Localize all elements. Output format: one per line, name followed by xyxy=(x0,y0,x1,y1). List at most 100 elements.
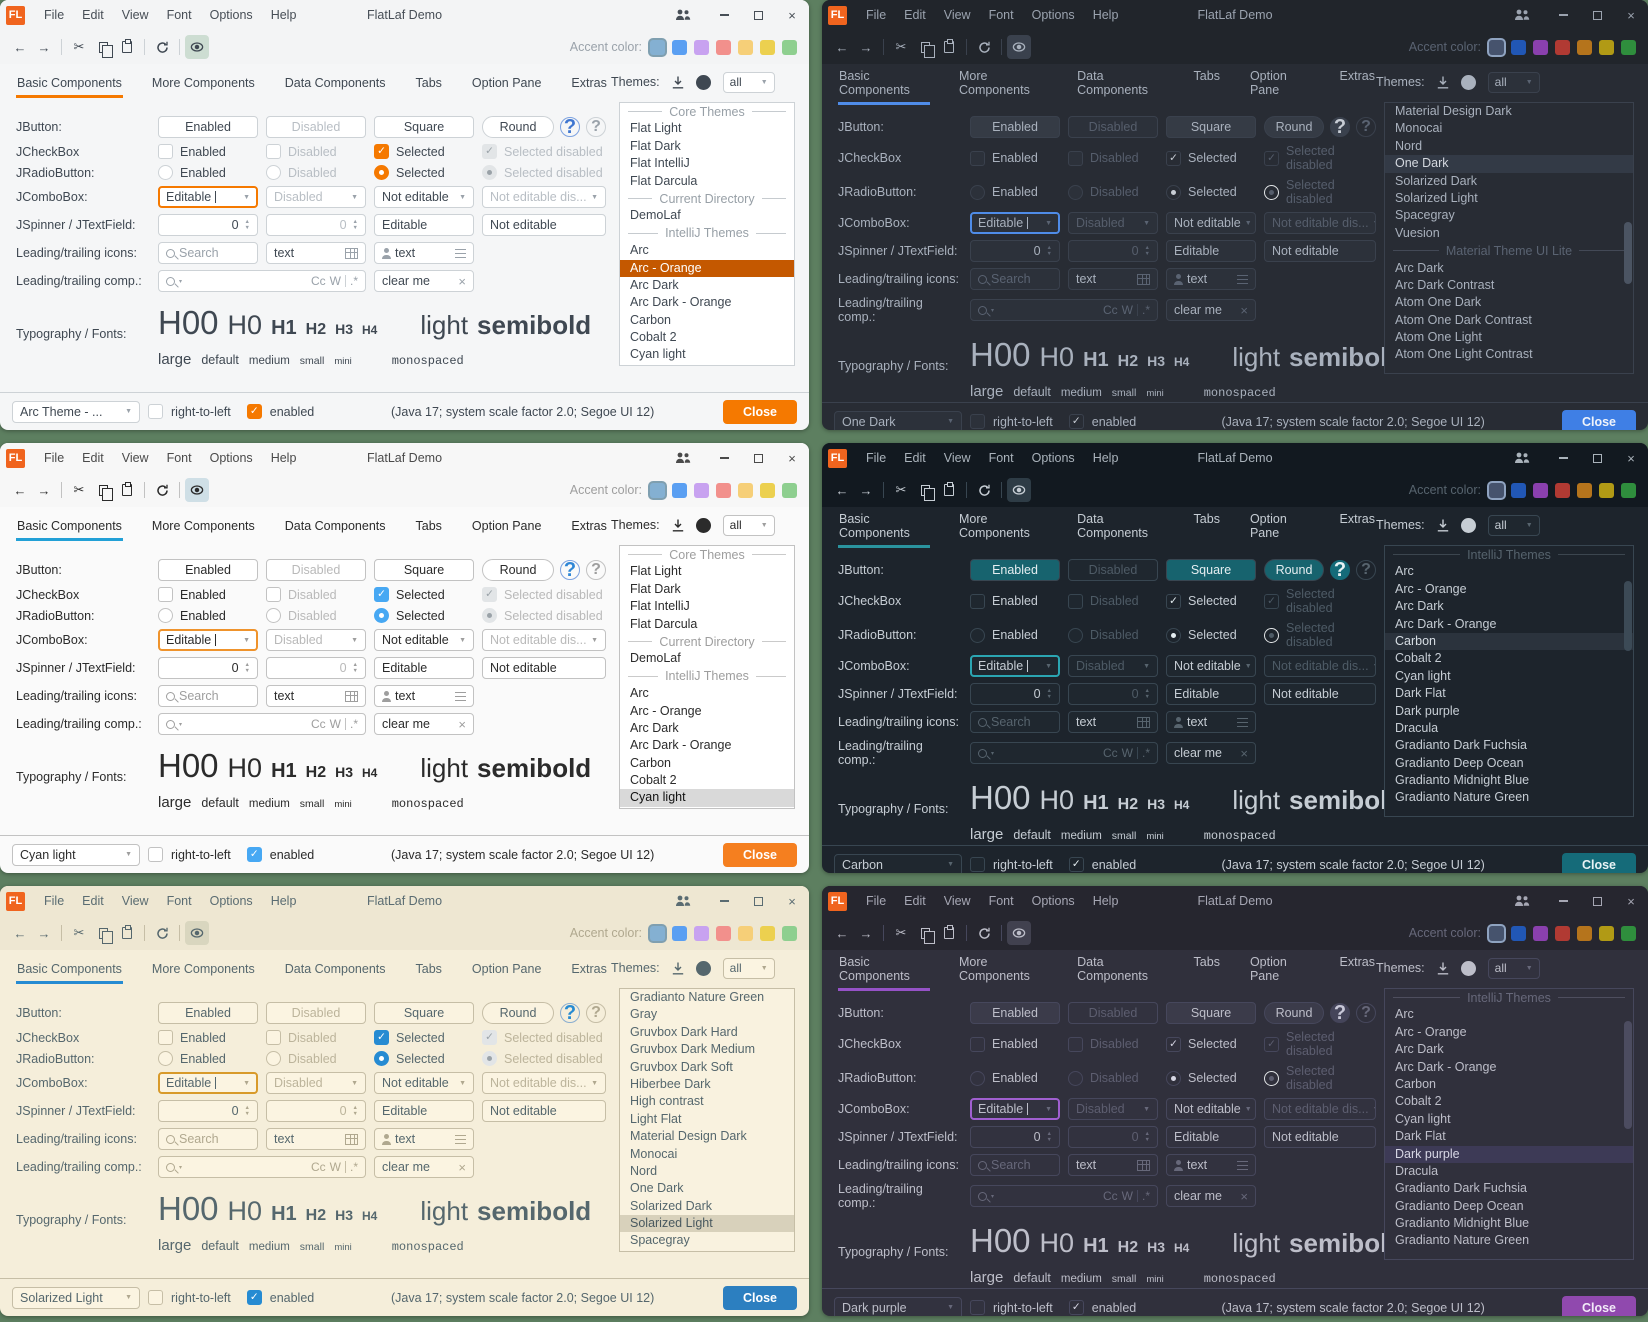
menu-options[interactable]: Options xyxy=(209,451,253,465)
theme-list-item[interactable]: Arc xyxy=(1395,564,1414,579)
theme-list-item[interactable]: Cyan light xyxy=(620,789,794,807)
list-icon[interactable] xyxy=(455,248,466,258)
copy-icon[interactable] xyxy=(91,478,115,502)
accent-swatch[interactable] xyxy=(1489,39,1504,55)
tab-more-components[interactable]: More Components xyxy=(958,955,1030,983)
theme-list-item[interactable]: One Dark xyxy=(1385,155,1633,173)
tab-basic-components[interactable]: Basic Components xyxy=(16,952,123,984)
cut-icon[interactable]: ✂ xyxy=(895,482,907,497)
radio-selected[interactable]: Selected xyxy=(374,608,474,623)
checkbox-selected[interactable]: ✓ Selected xyxy=(1166,1036,1256,1052)
round-button[interactable]: Round xyxy=(1264,1002,1324,1024)
accent-swatch[interactable] xyxy=(760,925,775,941)
menu-edit[interactable]: Edit xyxy=(904,894,926,908)
search-options-input[interactable]: ▾ Cc W .* xyxy=(158,713,366,735)
themes-filter-dropdown[interactable]: all ▼ xyxy=(722,514,775,536)
show-hidden-toggle-icon[interactable] xyxy=(1007,478,1031,502)
match-case-option[interactable]: Cc xyxy=(310,1160,326,1174)
paste-icon[interactable] xyxy=(937,478,961,502)
accent-swatch[interactable] xyxy=(694,482,709,498)
spinner-arrows-icon[interactable]: ▲ ▼ xyxy=(244,1104,250,1117)
checkbox-checked-icon[interactable]: ✓ xyxy=(1166,593,1181,609)
match-case-option[interactable]: Cc xyxy=(310,274,326,288)
clear-me-input[interactable]: clear me × xyxy=(374,1156,474,1178)
help-button[interactable]: ? xyxy=(1330,559,1350,581)
calendar-grid-icon[interactable] xyxy=(1137,1159,1150,1171)
tab-option-pane[interactable]: Option Pane xyxy=(471,76,542,90)
cut-icon[interactable]: ✂ xyxy=(73,482,85,497)
radio-enabled[interactable]: Enabled xyxy=(158,608,258,623)
match-case-option[interactable]: Cc xyxy=(310,717,326,731)
minimize-button[interactable] xyxy=(1546,443,1580,473)
menu-options[interactable]: Options xyxy=(209,894,253,908)
search-options-input[interactable]: ▾ Cc W .* xyxy=(970,299,1158,321)
theme-list-item[interactable]: Arc xyxy=(630,243,649,258)
theme-list-item[interactable]: Flat Light xyxy=(630,121,682,136)
forward-button[interactable]: → xyxy=(37,925,51,941)
checkbox-icon[interactable] xyxy=(970,150,985,166)
menu-edit[interactable]: Edit xyxy=(82,894,104,908)
tab-basic-components[interactable]: Basic Components xyxy=(838,59,930,105)
radio-selected[interactable]: Selected xyxy=(374,165,474,180)
checkbox-icon[interactable] xyxy=(158,144,173,159)
text-field-calendar[interactable]: text xyxy=(1068,268,1158,290)
square-button[interactable]: Square xyxy=(1166,559,1256,581)
theme-list-item[interactable]: Arc Dark - Orange xyxy=(630,295,732,310)
accent-swatch[interactable] xyxy=(1511,482,1526,498)
calendar-grid-icon[interactable] xyxy=(345,247,358,259)
close-window-button[interactable]: × xyxy=(1627,7,1635,23)
accent-swatch[interactable] xyxy=(1577,482,1592,498)
refresh-icon[interactable] xyxy=(972,35,996,59)
accent-swatch[interactable] xyxy=(716,39,731,55)
maximize-button[interactable] xyxy=(741,443,775,473)
right-to-left-checkbox[interactable] xyxy=(148,404,163,419)
theme-list-item[interactable]: Gradianto Midnight Blue xyxy=(1395,773,1530,788)
theme-list-item[interactable]: Arc xyxy=(630,686,649,701)
tab-more-components[interactable]: More Components xyxy=(958,69,1030,97)
tab-tabs[interactable]: Tabs xyxy=(415,519,442,533)
tab-basic-components[interactable]: Basic Components xyxy=(16,66,123,98)
theme-list-item[interactable]: Arc - Orange xyxy=(620,259,794,277)
search-input[interactable]: Search xyxy=(970,711,1060,733)
theme-list-item[interactable]: Dark Flat xyxy=(620,807,794,809)
theme-list-item[interactable]: Gradianto Midnight Blue xyxy=(1395,1216,1530,1231)
close-button[interactable]: Close xyxy=(1562,852,1636,873)
clear-icon[interactable]: × xyxy=(1240,745,1248,761)
chevron-down-icon[interactable]: ▾ xyxy=(179,721,183,728)
whole-words-option[interactable]: W xyxy=(329,274,341,288)
menu-view[interactable]: View xyxy=(121,451,149,465)
search-options-input[interactable]: ▾ Cc W .* xyxy=(970,742,1158,764)
theme-list-item[interactable]: DemoLaf xyxy=(630,208,681,223)
menu-help[interactable]: Help xyxy=(1092,894,1119,908)
forward-button[interactable]: → xyxy=(859,482,873,498)
back-button[interactable]: ← xyxy=(835,925,849,941)
theme-list-item[interactable]: Arc Dark xyxy=(1395,599,1444,614)
help-button[interactable]: ? xyxy=(560,116,580,138)
calendar-grid-icon[interactable] xyxy=(1137,273,1150,285)
checkbox-enabled[interactable]: Enabled xyxy=(970,150,1060,166)
tab-more-components[interactable]: More Components xyxy=(151,519,255,533)
accent-swatch[interactable] xyxy=(738,39,753,55)
clear-me-input[interactable]: clear me × xyxy=(1166,742,1256,764)
right-to-left-checkbox[interactable] xyxy=(148,1290,163,1305)
square-button[interactable]: Square xyxy=(374,1002,474,1024)
text-field-calendar[interactable]: text xyxy=(266,1128,366,1150)
themes-filter-dropdown[interactable]: all ▼ xyxy=(722,957,775,979)
theme-selector-dropdown[interactable]: Carbon ▼ xyxy=(834,853,962,873)
scrollbar-thumb[interactable] xyxy=(1624,581,1632,652)
checkbox-enabled[interactable]: Enabled xyxy=(158,1030,258,1045)
tab-tabs[interactable]: Tabs xyxy=(1193,512,1220,526)
menu-options[interactable]: Options xyxy=(1031,451,1075,465)
tab-option-pane[interactable]: Option Pane xyxy=(1249,512,1287,540)
tab-basic-components[interactable]: Basic Components xyxy=(838,502,930,548)
enabled-checkbox[interactable]: ✓ xyxy=(246,847,262,862)
checkbox-enabled[interactable]: Enabled xyxy=(970,593,1060,609)
theme-list-item[interactable]: Monocai xyxy=(630,1146,678,1161)
accent-swatch[interactable] xyxy=(672,925,687,941)
right-to-left-checkbox[interactable] xyxy=(970,1300,985,1315)
menu-font[interactable]: Font xyxy=(988,894,1014,908)
combobox-editable[interactable]: Editable ▼ xyxy=(158,629,258,651)
close-window-button[interactable]: × xyxy=(788,450,796,466)
theme-list-item[interactable]: DemoLaf xyxy=(630,651,681,666)
theme-list-item[interactable]: Dark purple xyxy=(1385,1145,1633,1163)
